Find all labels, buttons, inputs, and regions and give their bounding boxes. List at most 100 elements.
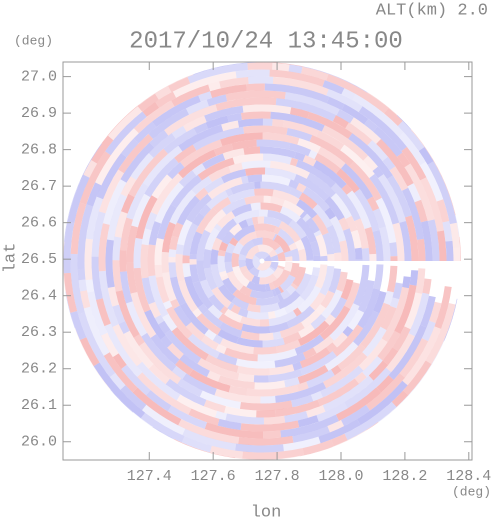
texture-arc: [251, 216, 259, 225]
texture-arc: [354, 247, 363, 260]
texture-arc: [274, 287, 282, 296]
texture-arc: [169, 235, 179, 251]
texture-arc: [141, 277, 156, 305]
texture-arc: [226, 270, 244, 291]
texture-arc: [214, 223, 223, 232]
texture-arc: [109, 372, 126, 390]
texture-arc: [83, 160, 98, 178]
texture-arc: [272, 76, 329, 96]
texture-arc: [402, 276, 411, 289]
texture-arc: [230, 181, 255, 195]
texture-arc: [222, 148, 245, 161]
texture-arc: [332, 332, 348, 348]
texture-arc: [373, 264, 384, 290]
texture-arc: [297, 320, 330, 347]
texture-arc: [399, 220, 412, 262]
texture-arc: [422, 278, 432, 295]
texture-arc: [354, 372, 367, 384]
texture-arc: [231, 139, 257, 151]
texture-arc: [215, 343, 227, 355]
texture-arc: [255, 230, 276, 241]
texture-arc: [237, 373, 255, 383]
texture-arc: [442, 220, 453, 242]
texture-arc: [250, 202, 261, 211]
texture-arc: [327, 419, 345, 433]
texture-arc: [314, 264, 328, 289]
texture-arc: [274, 246, 284, 255]
texture-arc: [239, 285, 253, 297]
texture-arc: [225, 90, 286, 102]
texture-arc: [180, 139, 223, 168]
texture-arc: [240, 316, 261, 327]
texture-arc: [115, 290, 140, 338]
y-tick-label: 26.9: [21, 105, 57, 122]
texture-arc: [362, 356, 383, 378]
texture-arc: [148, 133, 176, 158]
texture-arc: [372, 230, 384, 262]
texture-arc: [227, 112, 242, 123]
texture-arc: [365, 373, 405, 411]
texture-arc: [218, 375, 255, 390]
texture-arc: [204, 176, 225, 194]
texture-arc: [164, 329, 202, 364]
texture-arc: [148, 108, 190, 140]
texture-arc: [379, 226, 391, 262]
texture-arc: [236, 336, 263, 348]
texture-arc: [133, 334, 145, 347]
texture-arc: [112, 324, 143, 367]
x-tick-label: 127.8: [255, 468, 300, 485]
texture-arc: [339, 240, 349, 262]
texture-arc: [182, 373, 217, 396]
texture-arc: [168, 249, 177, 258]
plot-frame: [62, 61, 473, 461]
texture-arc: [232, 224, 256, 242]
texture-arc: [214, 388, 261, 404]
texture-arc: [196, 312, 222, 336]
texture-arc: [313, 160, 347, 189]
texture-arc: [120, 385, 147, 411]
texture-arc: [405, 215, 419, 262]
texture-arc: [402, 326, 442, 386]
texture-arc: [354, 188, 380, 232]
texture-arc: [121, 193, 135, 214]
texture-arc: [133, 237, 143, 269]
texture-arc: [357, 287, 381, 329]
texture-arc: [425, 303, 456, 365]
texture-arc: [289, 262, 300, 278]
texture-arc: [170, 174, 202, 208]
texture-arc: [121, 138, 139, 158]
texture-arc: [280, 289, 291, 300]
texture-arc: [420, 177, 444, 232]
texture-arc: [256, 260, 272, 271]
texture-arc: [240, 420, 300, 432]
texture-arc: [203, 309, 223, 328]
texture-arc: [178, 170, 197, 188]
texture-arc: [247, 62, 273, 71]
texture-arc: [93, 362, 146, 419]
texture-arc: [222, 277, 238, 295]
texture-arc: [196, 260, 207, 282]
texture-arc: [193, 122, 209, 135]
texture-arc: [322, 80, 345, 95]
texture-arc: [262, 237, 281, 251]
texture-arc: [391, 390, 409, 407]
texture-arc: [168, 262, 177, 278]
texture-arc: [380, 305, 397, 331]
texture-arc: [172, 71, 237, 98]
texture-arc: [79, 337, 100, 367]
texture-arc: [219, 77, 249, 89]
texture-arc: [267, 209, 293, 226]
texture-arc: [235, 69, 270, 79]
texture-arc: [341, 184, 353, 195]
texture-arc: [253, 223, 277, 233]
texture-arc: [179, 353, 210, 378]
texture-arc: [256, 409, 276, 418]
texture-arc: [192, 212, 205, 227]
texture-arc: [372, 290, 387, 314]
texture-arc: [217, 329, 239, 344]
texture-arc: [177, 378, 203, 397]
texture-arc: [249, 289, 274, 299]
texture-arc: [337, 343, 366, 371]
texture-arc: [163, 300, 173, 310]
texture-arc: [208, 294, 225, 312]
